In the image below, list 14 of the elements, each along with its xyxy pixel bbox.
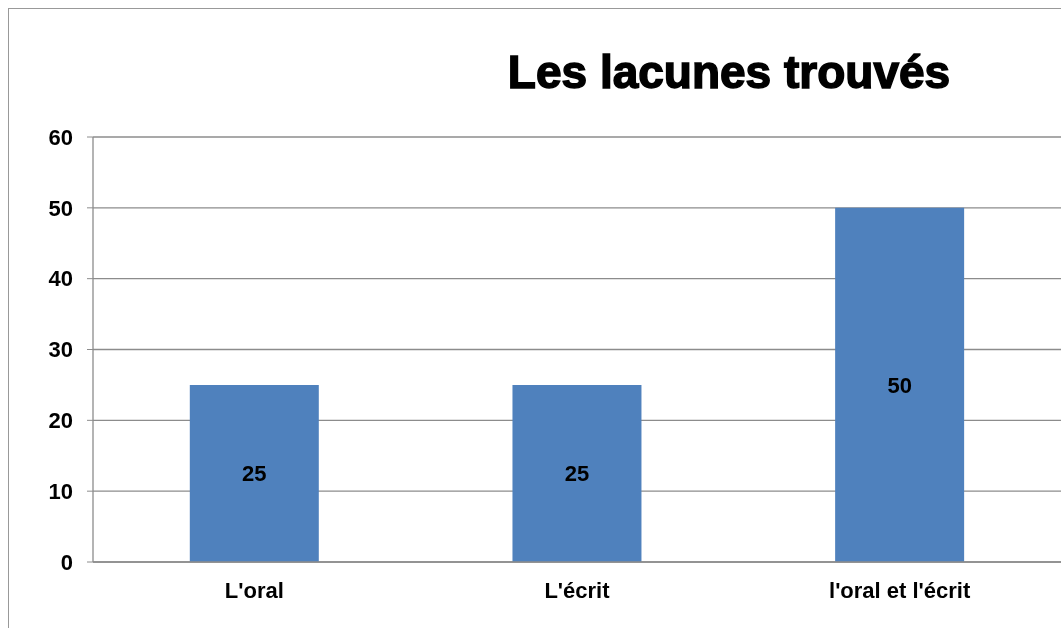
y-tick-label: 60 <box>48 124 73 150</box>
data-label: 25 <box>242 461 267 487</box>
x-tick-label: L'oral <box>224 577 284 603</box>
x-tick-label: L'écrit <box>544 577 611 603</box>
y-tick-label: 20 <box>48 408 73 434</box>
y-tick-label: 30 <box>48 337 73 363</box>
x-tick-label: l'oral et l'écrit <box>829 577 971 603</box>
chart-title: Les lacunes trouvés <box>506 45 952 99</box>
y-tick-label: 40 <box>48 266 73 292</box>
data-label: 25 <box>564 461 590 487</box>
data-label: 50 <box>887 372 912 398</box>
y-tick-label: 10 <box>48 478 73 504</box>
y-tick-label: 50 <box>48 195 73 221</box>
y-tick-label: 0 <box>60 549 73 575</box>
